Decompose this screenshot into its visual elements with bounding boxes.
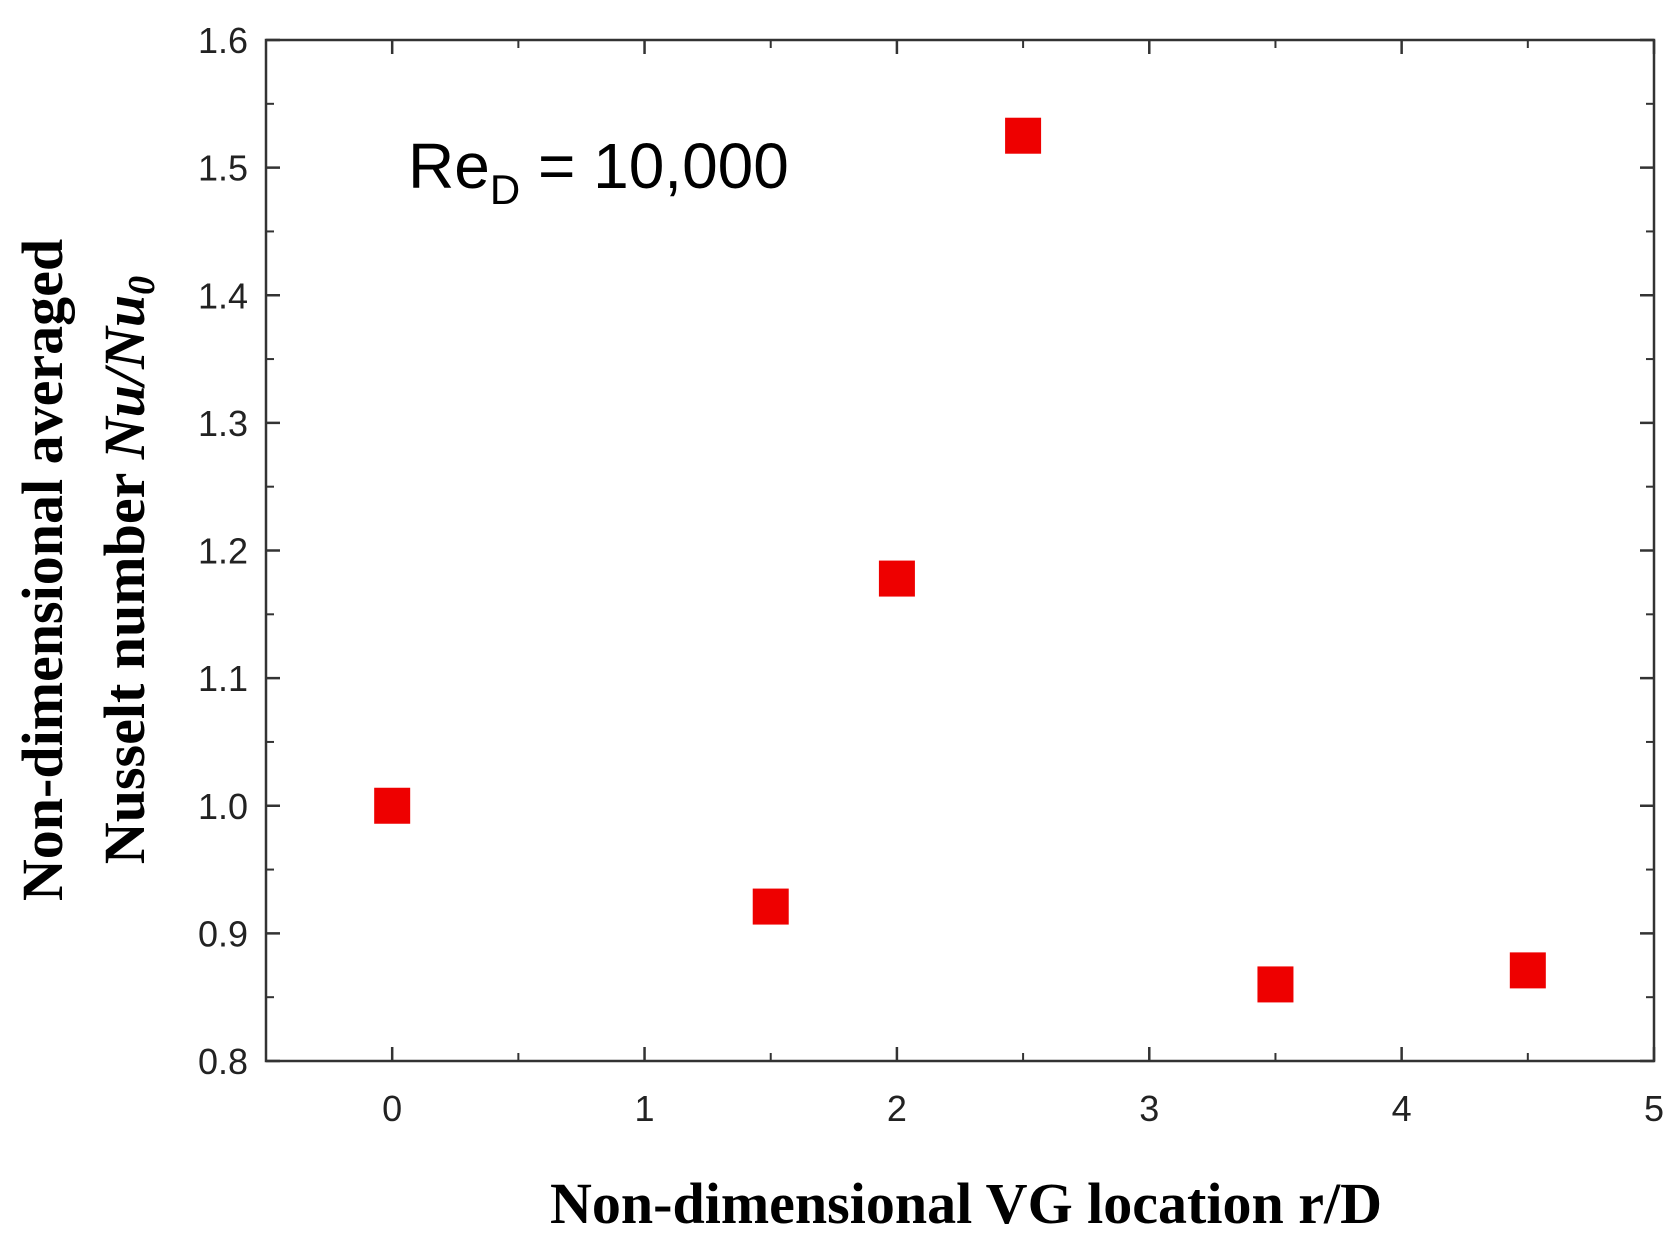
y-axis-ticks: [266, 38, 1654, 1063]
y-tick-label: 1.3: [198, 403, 248, 444]
annotation-main: Re: [408, 130, 490, 202]
x-axis-title: Non-dimensional VG location r/D: [550, 1171, 1382, 1236]
y-tick-label: 1.5: [198, 148, 248, 189]
y-axis-title: Non-dimensional averaged: [10, 239, 75, 901]
y-axis-title-line2-prefix: Nusselt number: [92, 459, 157, 864]
y-tick-label: 0.8: [198, 1041, 248, 1082]
data-point: [878, 560, 915, 597]
y-tick-label: 0.9: [198, 913, 248, 954]
data-point: [374, 787, 411, 824]
x-tick-label: 0: [382, 1088, 402, 1129]
y-tick-label: 1.1: [198, 658, 248, 699]
data-point: [1509, 952, 1546, 989]
y-axis-title-line2: Nusselt number Nu/Nu0: [92, 276, 163, 864]
x-axis-tick-labels: 0 1 2 3 4 5: [382, 1088, 1664, 1129]
x-axis-ticks: [265, 40, 1656, 1061]
reynolds-annotation: ReD = 10,000: [408, 130, 789, 213]
data-point: [1257, 966, 1294, 1003]
y-tick-label: 1.0: [198, 786, 248, 827]
annotation-rest: = 10,000: [520, 130, 789, 202]
x-tick-label: 5: [1644, 1088, 1664, 1129]
y-axis-title-subscript: 0: [121, 276, 163, 295]
y-tick-label: 1.6: [198, 20, 248, 61]
data-point: [1005, 117, 1042, 154]
data-point: [752, 888, 789, 925]
x-tick-label: 2: [887, 1088, 907, 1129]
x-tick-label: 1: [635, 1088, 655, 1129]
y-tick-label: 1.4: [198, 275, 248, 316]
x-tick-label: 3: [1139, 1088, 1159, 1129]
data-points: [374, 117, 1546, 1003]
x-tick-label: 4: [1392, 1088, 1412, 1129]
y-tick-label: 1.2: [198, 531, 248, 572]
y-axis-tick-labels: 0.8 0.9 1.0 1.1 1.2 1.3 1.4 1.5 1.6: [198, 20, 248, 1082]
y-axis-title-line1: Non-dimensional averaged: [10, 239, 75, 901]
y-axis-title-symbol: Nu/Nu: [92, 295, 157, 460]
annotation-subscript: D: [490, 166, 520, 213]
y-axis-title-2: Nusselt number Nu/Nu0: [92, 276, 163, 864]
